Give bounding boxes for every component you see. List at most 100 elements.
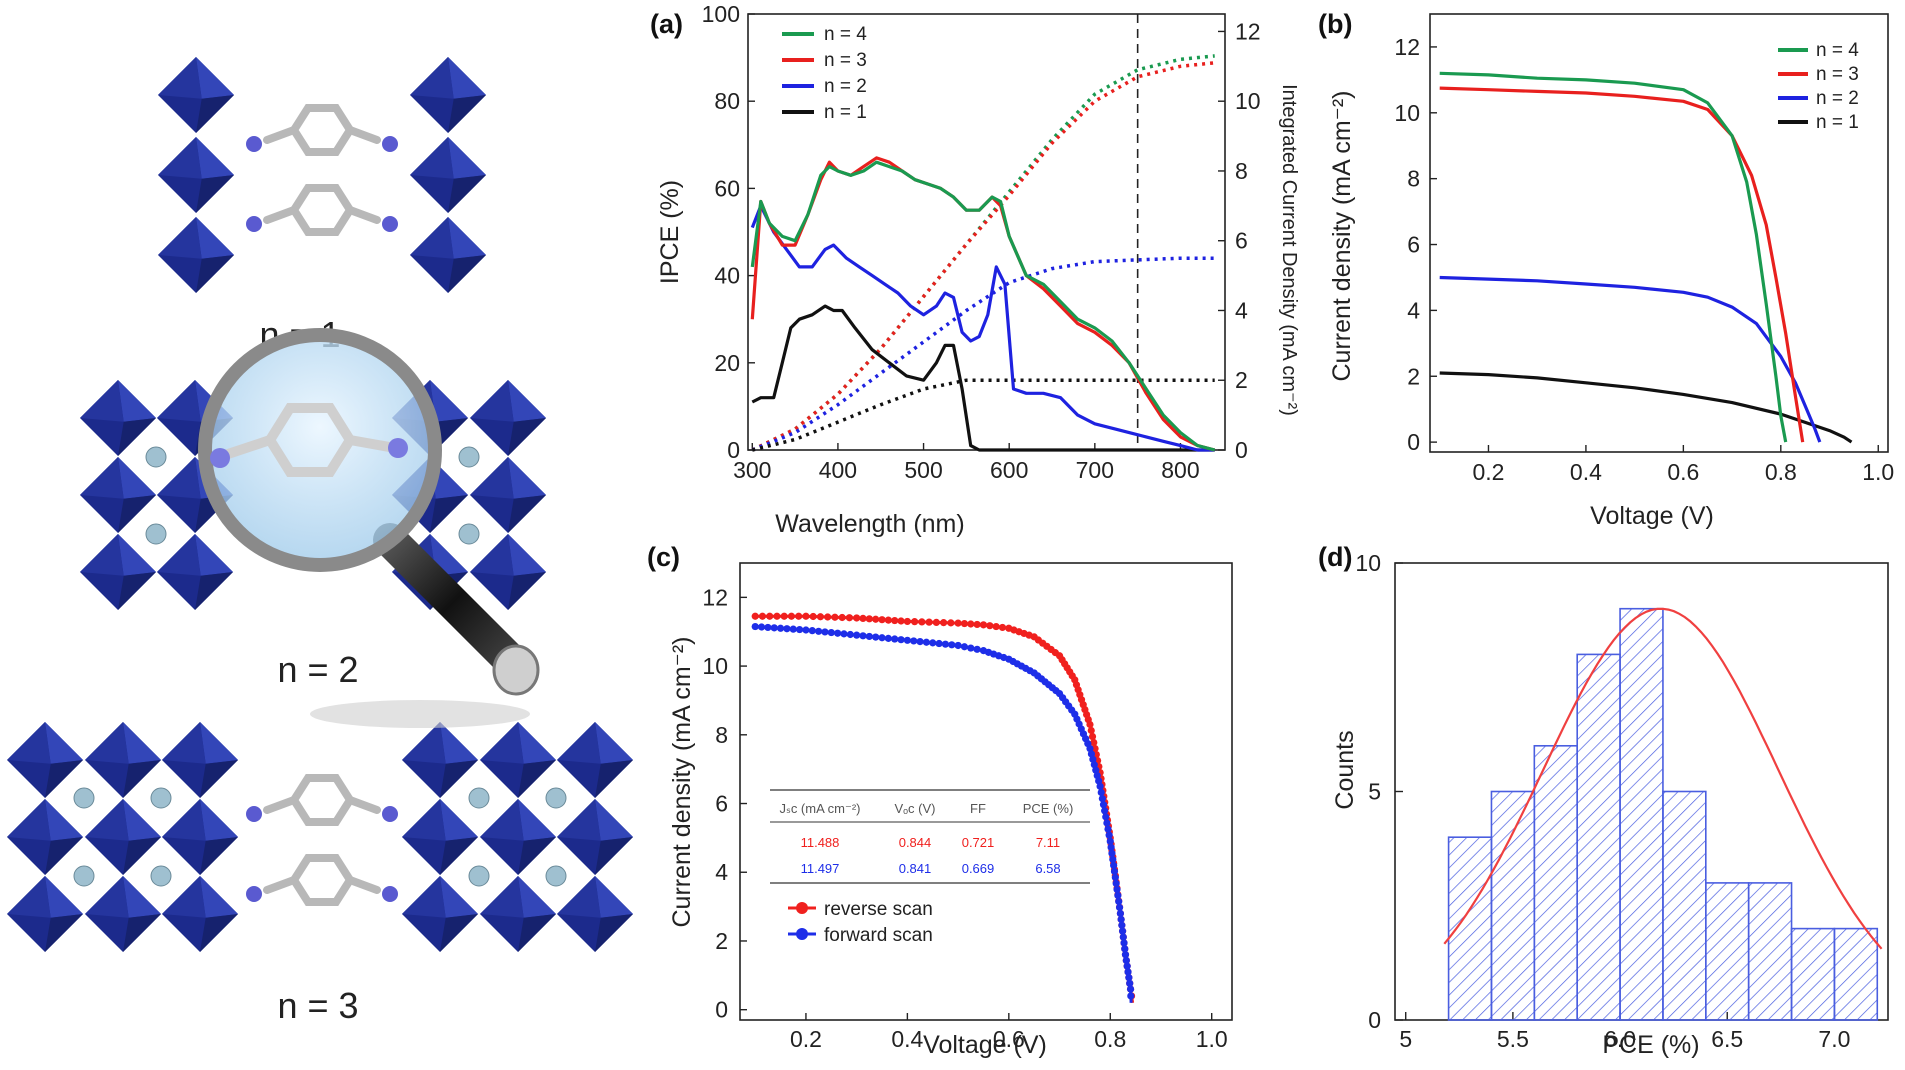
- panel-d-ytick-label: 5: [1368, 779, 1381, 805]
- table-cell: 6.58: [1035, 861, 1060, 876]
- panel-c-point-reverse: [1087, 726, 1095, 735]
- panel-b-label: (b): [1318, 9, 1352, 39]
- panel-c-point-reverse: [751, 612, 759, 620]
- panel-a-y2tick-label: 6: [1235, 228, 1248, 254]
- panel-c-point-forward: [1110, 861, 1118, 869]
- panel-d-xtick-label: 5.5: [1497, 1026, 1529, 1052]
- nitrogen-atom: [246, 886, 262, 902]
- panel-b-legend-label: n = 4: [1816, 40, 1859, 61]
- panel-c-ytick-label: 12: [702, 584, 728, 610]
- panel-c-xtick-label: 0.2: [790, 1026, 822, 1052]
- panel-c-point-forward: [1112, 879, 1120, 888]
- panel-a-series-n4: [750, 160, 1216, 452]
- panel-c-point-reverse: [903, 617, 911, 626]
- panel-c-frame: [739, 562, 1233, 1021]
- organic-spacer-molecule: [263, 104, 381, 156]
- panel-c-hysteresis-chart: (c) 0.2 0.4 0.6 0.8 1.0 0 2 4 6 8 10 12 Jₛᴄ (mA cm⁻²…: [647, 542, 1233, 1059]
- nitrogen-atom: [246, 216, 262, 232]
- panel-c-point-forward: [967, 644, 975, 652]
- panel-c-point-forward: [1118, 921, 1126, 929]
- panel-c-point-forward: [789, 625, 797, 633]
- panel-c-point-reverse: [947, 619, 955, 627]
- panel-d-xtick-label: 6.0: [1604, 1026, 1636, 1052]
- panel-c-legend-label: forward scan: [824, 925, 933, 946]
- panel-d-label: (d): [1318, 542, 1352, 572]
- cation-sphere: [468, 865, 490, 887]
- panel-c-parameter-table: Jₛᴄ (mA cm⁻²) Vₒᴄ (V) FF PCE (%) 11.488 0.844…: [770, 789, 1090, 884]
- octahedron: [7, 799, 83, 875]
- panel-b-series-n3: [1439, 86, 1805, 443]
- panel-c-point-forward: [872, 633, 880, 641]
- panel-c-xtick-label: 1.0: [1196, 1026, 1228, 1052]
- cation-sphere: [145, 446, 167, 468]
- octahedron: [85, 799, 161, 875]
- panel-c-point-forward: [910, 637, 918, 645]
- panel-c-point-forward: [757, 623, 766, 631]
- panel-c-point-reverse: [1091, 744, 1099, 753]
- table-cell: 11.488: [801, 835, 840, 850]
- cation-sphere: [458, 446, 480, 468]
- panel-c-point-reverse: [780, 612, 788, 620]
- panel-a-integrated-n4: [751, 54, 1215, 452]
- panel-c-point-reverse: [865, 615, 873, 623]
- octahedron: [402, 876, 478, 952]
- panel-c-point-forward: [865, 632, 873, 641]
- panel-c-point-forward: [960, 643, 969, 651]
- cation-sphere: [545, 787, 567, 809]
- panel-c-ytick-label: 0: [715, 997, 728, 1023]
- panel-c-point-reverse: [1088, 732, 1097, 741]
- octahedron: [410, 57, 486, 133]
- panel-c-point-forward: [1102, 813, 1110, 821]
- panel-a-xtick-label: 800: [1161, 457, 1199, 483]
- panel-c-point-reverse: [940, 619, 948, 627]
- panel-c-point-forward: [1121, 951, 1130, 959]
- panel-a-series-n2: [750, 204, 1215, 452]
- panel-c-point-forward: [1127, 992, 1135, 1000]
- panel-c-point-reverse: [758, 612, 767, 620]
- panel-c-point-reverse: [954, 619, 962, 627]
- panel-a-y2tick-label: 2: [1235, 367, 1248, 393]
- panel-c-point-forward: [859, 632, 867, 640]
- panel-c-point-forward: [802, 626, 810, 634]
- panel-c-point-forward: [1120, 939, 1128, 947]
- panel-c-point-reverse: [979, 621, 988, 629]
- panel-c-point-forward: [916, 638, 924, 646]
- panel-c-point-forward: [1095, 777, 1103, 785]
- panel-c-point-reverse: [986, 622, 994, 630]
- panel-c-point-forward: [1096, 782, 1104, 790]
- panel-c-point-forward: [840, 630, 848, 638]
- panel-c-point-forward: [776, 624, 785, 632]
- panel-c-point-reverse: [845, 614, 854, 622]
- panel-c-point-reverse: [853, 614, 861, 622]
- panel-c-point-reverse: [872, 615, 880, 623]
- panel-c-point-forward: [853, 631, 861, 639]
- panel-d-bar: [1662, 790, 1707, 1021]
- panel-c-point-forward: [1107, 843, 1115, 851]
- panel-d-bar: [1576, 653, 1621, 1021]
- nitrogen-atom: [246, 136, 262, 152]
- panel-b-series-n1: [1439, 371, 1853, 444]
- panel-c-point-forward: [808, 627, 816, 635]
- panel-c-point-forward: [1106, 837, 1114, 845]
- panel-c-point-forward: [891, 635, 899, 643]
- nitrogen-atom: [382, 136, 398, 152]
- panel-c-point-forward: [834, 629, 842, 637]
- panel-a-xtick-label: 700: [1076, 457, 1114, 483]
- panel-b-frame: [1429, 13, 1889, 453]
- panel-c-point-forward: [795, 625, 804, 634]
- panel-c-point-forward: [827, 628, 835, 637]
- magnified-molecule: [223, 403, 396, 477]
- panel-d-bar: [1705, 882, 1750, 1021]
- panel-c-point-reverse: [925, 618, 933, 626]
- panel-d-ytick-label: 0: [1368, 1007, 1381, 1033]
- panel-a-ylabel: IPCE (%): [656, 180, 684, 284]
- octahedron: [162, 799, 238, 875]
- panel-b-xtick-label: 0.6: [1667, 459, 1699, 485]
- panel-c-point-forward: [1121, 945, 1129, 953]
- panel-c-point-reverse: [918, 618, 926, 626]
- panel-c-point-reverse: [816, 613, 825, 621]
- panel-c-point-reverse: [897, 617, 905, 625]
- magnifier-lens: [198, 328, 442, 572]
- panel-d-bar: [1533, 744, 1578, 1021]
